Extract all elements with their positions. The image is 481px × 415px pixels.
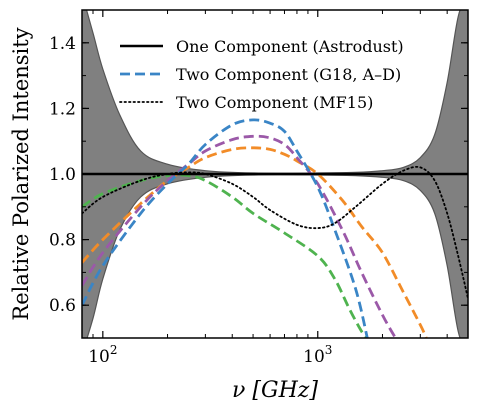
uncertainty-band-lower-edge xyxy=(86,174,461,338)
legend-label-2: Two Component (G18, A–D) xyxy=(176,65,401,84)
x-axis-label: ν [GHz] xyxy=(232,378,318,403)
series-layer xyxy=(82,118,468,338)
legend-label-3: Two Component (MF15) xyxy=(176,93,373,112)
plot-frame xyxy=(81,9,469,339)
legend-label-1: One Component (Astrodust) xyxy=(176,37,404,56)
uncertainty-band-upper-edge xyxy=(85,10,461,174)
ticks-layer: 0.6 0.8 1.0 1.2 1.4 102 103 xyxy=(49,9,469,367)
series-line-2 xyxy=(82,118,369,338)
series-line-6 xyxy=(82,165,468,300)
y-axis-label: Relative Polarized Intensity xyxy=(9,27,33,320)
x-tick-label: 102 xyxy=(88,343,117,367)
y-tick-label: 0.6 xyxy=(49,296,76,316)
y-tick-label: 1.2 xyxy=(49,99,76,119)
y-tick-label: 1.0 xyxy=(49,165,76,185)
y-tick-label: 1.4 xyxy=(49,34,76,54)
legend: One Component (Astrodust) Two Component (… xyxy=(119,37,404,112)
series-line-5 xyxy=(82,173,369,338)
x-tick-label: 103 xyxy=(303,343,332,367)
series-line-3 xyxy=(82,134,397,338)
y-tick-label: 0.8 xyxy=(49,231,76,251)
